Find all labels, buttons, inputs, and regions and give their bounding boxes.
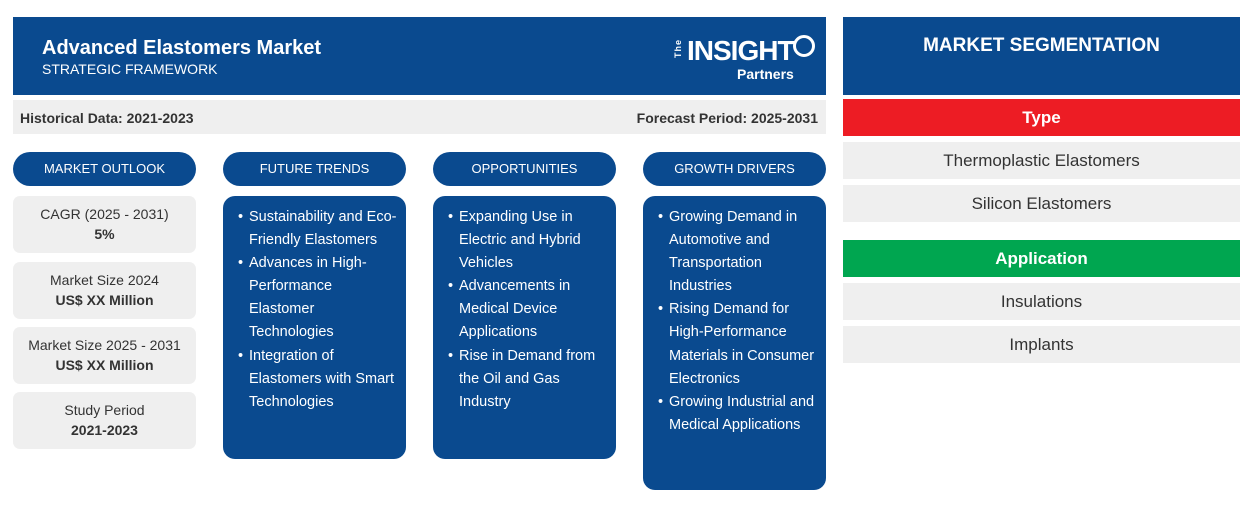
growth-drivers-box: Growing Demand in Automotive and Transpo…	[643, 196, 826, 490]
forecast-period: Forecast Period: 2025-2031	[636, 110, 818, 126]
insight-partners-logo: The INSIGHT Partners	[667, 35, 817, 85]
logo-ring-icon	[793, 35, 815, 57]
report-title: Advanced Elastomers Market	[42, 37, 322, 59]
list-item: Rise in Demand from the Oil and Gas Indu…	[448, 345, 608, 414]
period-bar: Historical Data: 2021-2023 Forecast Peri…	[13, 100, 826, 134]
stat-label: CAGR (2025 - 2031)	[40, 206, 169, 222]
list-item: Growing Industrial and Medical Applicati…	[658, 391, 818, 437]
stat-label: Study Period	[64, 402, 145, 418]
segmentation-heading: MARKET SEGMENTATION	[843, 17, 1240, 95]
list-item: Expanding Use in Electric and Hybrid Veh…	[448, 206, 608, 275]
list-item: Integration of Elastomers with Smart Tec…	[238, 345, 398, 414]
segment-item: Thermoplastic Elastomers	[843, 142, 1240, 179]
list-item: Advancements in Medical Device Applicati…	[448, 275, 608, 344]
stat-value: US$ XX Million	[55, 357, 154, 373]
future-trends-box: Sustainability and Eco-Friendly Elastome…	[223, 196, 406, 459]
report-header: Advanced Elastomers Market STRATEGIC FRA…	[13, 17, 826, 95]
logo-partners: Partners	[737, 66, 794, 82]
future-trends-heading: FUTURE TRENDS	[223, 152, 406, 186]
growth-drivers-heading: GROWTH DRIVERS	[643, 152, 826, 186]
stat-cagr: CAGR (2025 - 2031) 5%	[13, 196, 196, 253]
segment-item: Implants	[843, 326, 1240, 363]
historical-data: Historical Data: 2021-2023	[20, 110, 194, 126]
segment-type-heading: Type	[843, 99, 1240, 136]
segment-item: Silicon Elastomers	[843, 185, 1240, 222]
stat-value: 5%	[94, 226, 115, 242]
segment-application-heading: Application	[843, 240, 1240, 277]
opportunities-box: Expanding Use in Electric and Hybrid Veh…	[433, 196, 616, 459]
list-item: Sustainability and Eco-Friendly Elastome…	[238, 206, 398, 252]
stat-market-size-2024: Market Size 2024 US$ XX Million	[13, 262, 196, 319]
opportunities-heading: OPPORTUNITIES	[433, 152, 616, 186]
segment-item: Insulations	[843, 283, 1240, 320]
stat-label: Market Size 2025 - 2031	[28, 337, 181, 353]
stat-value: US$ XX Million	[55, 292, 154, 308]
logo-the: The	[673, 39, 683, 59]
stat-market-size-forecast: Market Size 2025 - 2031 US$ XX Million	[13, 327, 196, 384]
market-outlook-heading: MARKET OUTLOOK	[13, 152, 196, 186]
stat-label: Market Size 2024	[50, 272, 159, 288]
list-item: Rising Demand for High-Performance Mater…	[658, 298, 818, 390]
list-item: Advances in High-Performance Elastomer T…	[238, 252, 398, 344]
stat-value: 2021-2023	[71, 422, 138, 438]
report-subtitle: STRATEGIC FRAMEWORK	[42, 61, 218, 77]
logo-insight: INSIGHT	[687, 35, 795, 66]
list-item: Growing Demand in Automotive and Transpo…	[658, 206, 818, 298]
stat-study-period: Study Period 2021-2023	[13, 392, 196, 449]
